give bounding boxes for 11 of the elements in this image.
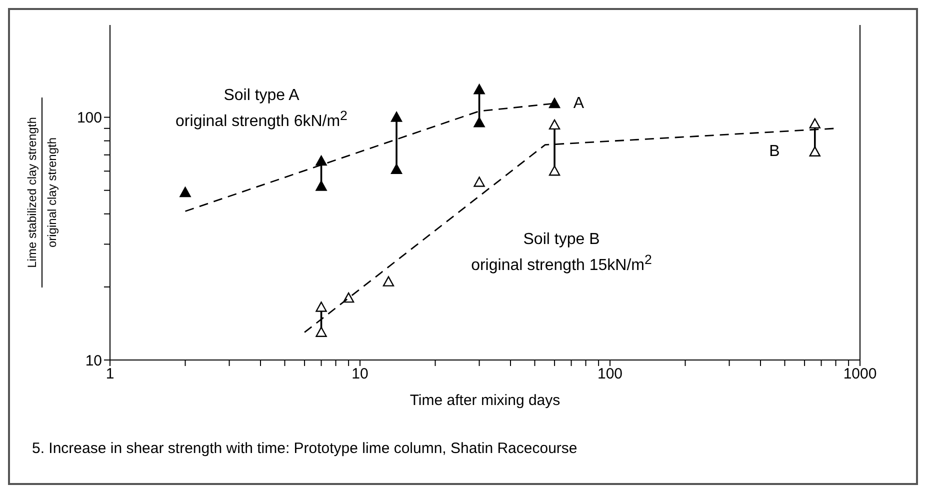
y-axis-title: Lime stabilized clay strength original clay strength: [25, 117, 59, 268]
annotation: A: [573, 94, 584, 114]
text: 5. Increase in shear strength with time: Prototype lime column, Shatin Racecourse: [31, 440, 578, 457]
x-tick-label: 1: [106, 366, 114, 383]
annotation: B: [769, 142, 780, 162]
x-axis-title: Time after mixing days: [410, 392, 560, 409]
annotation: Soil type B original strength 15kN/m$^{2}$: [471, 230, 652, 276]
x-tick-label: 100: [597, 366, 623, 383]
annotation: Soil type A original strength 6kN/m$^{2}$: [176, 86, 348, 132]
x-tick-label: 1000: [843, 366, 877, 383]
x-tick-label: 10: [352, 366, 368, 383]
